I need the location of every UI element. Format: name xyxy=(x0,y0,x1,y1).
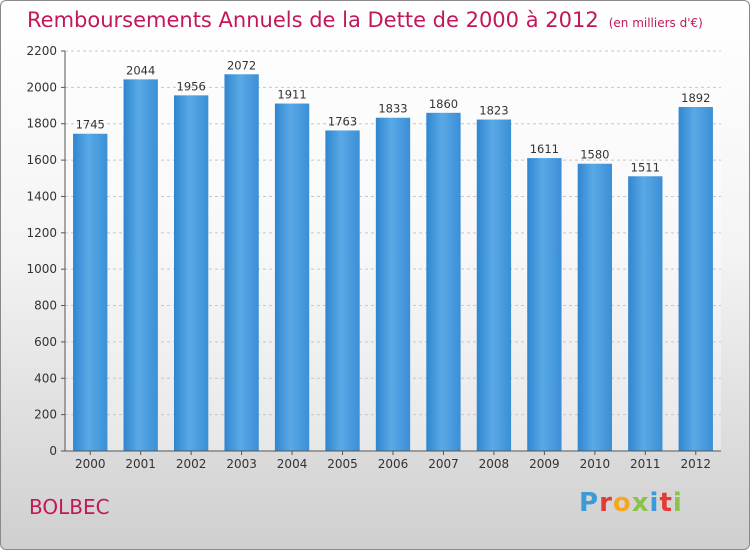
bar-2010 xyxy=(577,163,613,451)
x-tick-label-2011: 2011 xyxy=(630,457,661,471)
bar-2007 xyxy=(426,112,461,452)
bar-2009 xyxy=(527,158,562,451)
bar-2008 xyxy=(476,119,512,451)
x-tick-label-2009: 2009 xyxy=(529,457,560,471)
y-tick-label: 2200 xyxy=(26,44,57,58)
logo-letter: x xyxy=(631,488,650,518)
logo-letter: P xyxy=(579,488,600,518)
data-label-2009: 1611 xyxy=(530,142,559,156)
y-tick-label: 1600 xyxy=(26,153,57,167)
x-tick-label-2001: 2001 xyxy=(125,457,156,471)
x-tick-label-2002: 2002 xyxy=(176,457,207,471)
x-tick-label-2000: 2000 xyxy=(75,457,106,471)
data-label-2005: 1763 xyxy=(328,114,357,128)
y-tick-label: 1400 xyxy=(26,189,57,203)
data-label-2004: 1911 xyxy=(277,88,306,102)
x-tick-label-2003: 2003 xyxy=(226,457,257,471)
data-label-2001: 2044 xyxy=(126,63,155,77)
y-tick-label: 1200 xyxy=(26,226,57,240)
x-tick-label-2012: 2012 xyxy=(680,457,711,471)
data-label-2008: 1823 xyxy=(479,104,508,118)
y-tick-label: 600 xyxy=(34,335,57,349)
chart-title-main: Remboursements Annuels de la Dette de 20… xyxy=(27,8,599,32)
bar-2011 xyxy=(628,176,663,452)
data-label-2011: 1511 xyxy=(631,160,660,174)
bar-2003 xyxy=(224,74,259,451)
bar-2012 xyxy=(678,107,713,451)
x-tick-label-2006: 2006 xyxy=(378,457,409,471)
x-tick-label-2010: 2010 xyxy=(580,457,611,471)
bar-2005 xyxy=(325,130,360,452)
chart-unit-note: (en milliers d'€) xyxy=(608,16,703,30)
logo-letter: o xyxy=(612,488,632,518)
bar-2002 xyxy=(173,95,209,451)
chart-title: Remboursements Annuels de la Dette de 20… xyxy=(27,8,703,32)
data-label-2012: 1892 xyxy=(681,91,710,105)
proxiti-logo: Proxiti xyxy=(579,488,683,518)
data-label-2000: 1745 xyxy=(76,118,105,132)
y-tick-label: 1800 xyxy=(26,117,57,131)
bar-2001 xyxy=(123,79,158,451)
y-tick-label: 400 xyxy=(34,371,57,385)
city-name: BOLBEC xyxy=(29,495,110,519)
y-tick-label: 800 xyxy=(34,299,57,313)
x-tick-label-2008: 2008 xyxy=(479,457,510,471)
logo-letter: t xyxy=(659,488,673,518)
y-tick-label: 0 xyxy=(49,444,57,458)
logo-letter: i xyxy=(649,488,660,518)
y-tick-label: 200 xyxy=(34,408,57,422)
data-label-2010: 1580 xyxy=(580,148,609,162)
data-label-2002: 1956 xyxy=(177,79,206,93)
x-tick-label-2004: 2004 xyxy=(277,457,308,471)
bar-2006 xyxy=(375,117,411,452)
data-label-2007: 1860 xyxy=(429,97,458,111)
data-label-2006: 1833 xyxy=(378,102,407,116)
x-tick-label-2005: 2005 xyxy=(327,457,358,471)
y-tick-label: 1000 xyxy=(26,262,57,276)
logo-letter: i xyxy=(672,488,683,518)
bar-2000 xyxy=(73,133,108,451)
logo-letter: r xyxy=(599,488,613,518)
y-tick-label: 2000 xyxy=(26,80,57,94)
data-label-2003: 2072 xyxy=(227,58,256,72)
bar-2004 xyxy=(274,103,310,451)
x-tick-label-2007: 2007 xyxy=(428,457,459,471)
